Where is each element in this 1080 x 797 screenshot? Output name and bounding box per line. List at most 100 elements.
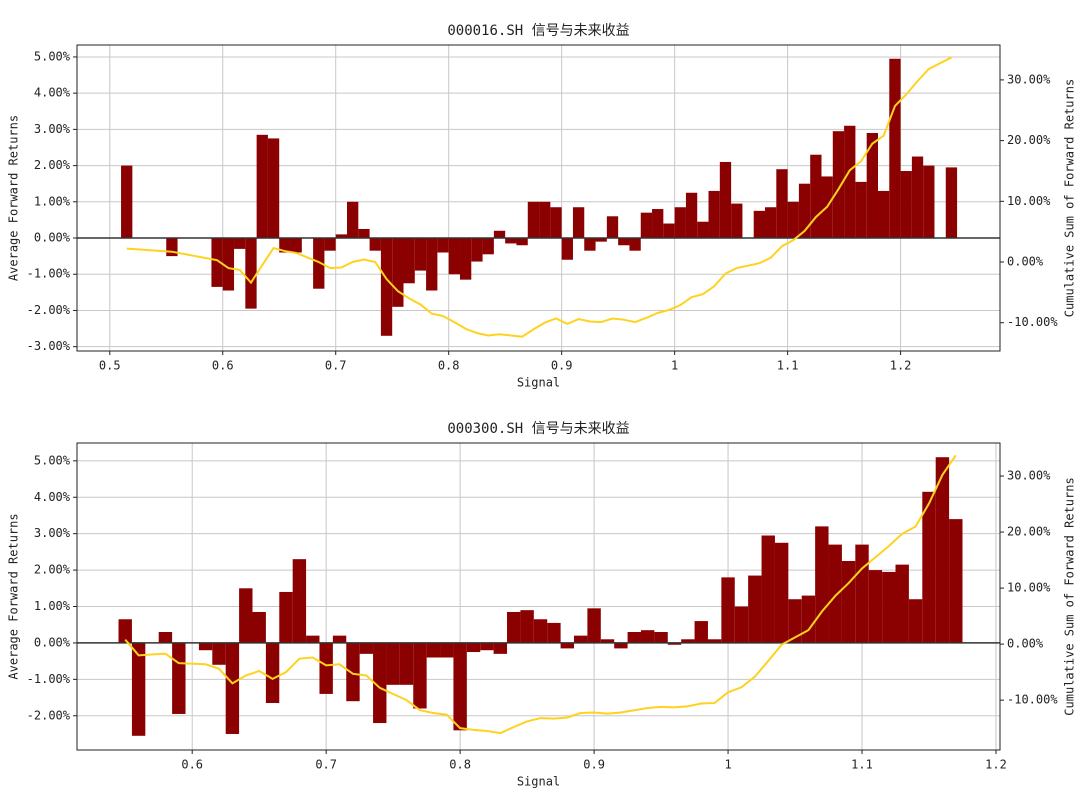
y-tick-label: 0.00% [34, 635, 71, 649]
bar [708, 190, 720, 239]
y-tick-label: 1.00% [34, 599, 71, 613]
bar [256, 134, 268, 239]
y-tick-label: -3.00% [27, 339, 71, 353]
bar [335, 234, 348, 239]
bar [810, 154, 822, 239]
y2-tick-label: 0.00% [1007, 637, 1044, 651]
x-tick-label: 1.1 [851, 758, 873, 772]
y2-tick-label: 20.00% [1007, 525, 1051, 539]
x-tick-label: 1.1 [777, 359, 799, 373]
bar [652, 209, 664, 239]
bar [945, 167, 958, 239]
bar [466, 642, 481, 653]
bar [158, 632, 173, 643]
bar [279, 238, 291, 253]
y-tick-label: 3.00% [34, 526, 71, 540]
bar [358, 228, 370, 239]
bar [265, 642, 280, 704]
bar [453, 642, 467, 731]
bar [707, 639, 722, 643]
bar [211, 238, 223, 287]
bar [629, 238, 641, 251]
bar [877, 190, 890, 239]
bar [539, 201, 551, 239]
bar [386, 642, 400, 685]
y-axis-label: Average Forward Returns [7, 513, 21, 679]
bar [347, 201, 359, 239]
bar [459, 238, 472, 280]
bar [855, 181, 867, 239]
x-tick-label: 0.7 [325, 359, 347, 373]
bar [245, 238, 257, 309]
bar [369, 238, 381, 251]
bar [844, 125, 856, 239]
bar [584, 238, 596, 251]
bar [324, 238, 336, 251]
bar [234, 238, 246, 249]
bar [841, 560, 856, 643]
bar [882, 571, 896, 643]
bar [798, 183, 811, 239]
bar [776, 169, 788, 239]
bar [471, 238, 483, 262]
bar [748, 575, 762, 643]
x-tick-label: 1 [671, 359, 678, 373]
bar [373, 642, 387, 724]
bar [815, 526, 829, 643]
x-tick-label: 1 [724, 758, 731, 772]
x-tick-label: 1.2 [985, 758, 1007, 772]
bar [413, 642, 427, 709]
bar [595, 238, 607, 242]
y-tick-label: 3.00% [34, 122, 71, 136]
bar [172, 642, 186, 714]
bar [493, 642, 508, 654]
bar [222, 238, 235, 291]
bar [719, 161, 732, 239]
bar [765, 207, 777, 239]
chart-panel: 000300.SH 信号与未来收益 Signal Average Forward R… [7, 421, 1077, 789]
plot-frame [76, 44, 1001, 352]
cumulative-line [126, 56, 952, 338]
bar [239, 588, 253, 643]
bar [319, 642, 333, 694]
bar [399, 642, 414, 685]
bar [923, 165, 935, 239]
bar [761, 535, 775, 643]
y2-axis-label: Cumulative Sum of Forward Returns [1063, 79, 1077, 317]
bar [935, 457, 950, 643]
bar [131, 642, 146, 736]
bar [889, 58, 901, 239]
x-tick-label: 1.2 [890, 359, 912, 373]
bar [614, 642, 628, 649]
chart-panel: 000016.SH 信号与未来收益 Signal Average Forward R… [7, 23, 1077, 390]
chart-title: 000300.SH 信号与未来收益 [447, 421, 629, 437]
bar [493, 230, 506, 239]
bar [516, 238, 528, 246]
bar [561, 238, 573, 260]
bar [426, 238, 438, 291]
y-tick-label: 4.00% [34, 86, 71, 100]
bar [560, 642, 574, 649]
y-tick-label: -1.00% [27, 267, 71, 281]
x-tick-label: 0.7 [315, 758, 337, 772]
bar [520, 610, 534, 643]
y-tick-label: 2.00% [34, 563, 71, 577]
x-tick-label: 0.8 [449, 758, 471, 772]
y-tick-label: -2.00% [27, 303, 71, 317]
y-tick-label: 1.00% [34, 194, 71, 208]
bar [667, 642, 682, 645]
x-tick-label: 0.6 [212, 359, 234, 373]
y-tick-label: 0.00% [34, 231, 71, 245]
bar [788, 599, 802, 643]
bar [618, 238, 630, 246]
bar [533, 619, 548, 643]
bar [414, 238, 427, 271]
y-tick-label: 4.00% [34, 490, 71, 504]
bar [380, 238, 393, 336]
bar [346, 642, 360, 702]
bar [313, 238, 325, 289]
bar [121, 165, 133, 239]
y2-tick-label: 10.00% [1007, 194, 1051, 208]
bar [437, 238, 449, 253]
y-tick-label: -1.00% [27, 672, 71, 686]
